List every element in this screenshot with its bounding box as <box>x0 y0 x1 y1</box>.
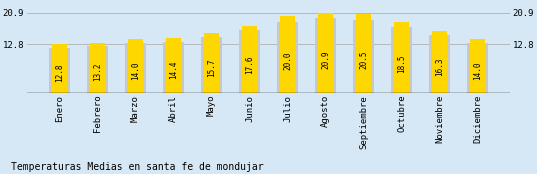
Bar <box>470 39 485 93</box>
Text: 20.0: 20.0 <box>283 52 292 70</box>
Bar <box>391 27 412 93</box>
Text: 14.0: 14.0 <box>131 62 140 80</box>
Bar <box>315 18 336 93</box>
Bar <box>432 31 447 93</box>
Text: 20.9: 20.9 <box>321 50 330 69</box>
Bar <box>128 39 143 93</box>
Text: 15.7: 15.7 <box>207 59 216 77</box>
Bar <box>204 33 219 93</box>
Bar <box>394 22 409 93</box>
Bar <box>467 43 488 93</box>
Text: 20.5: 20.5 <box>359 51 368 69</box>
Text: 13.2: 13.2 <box>93 63 102 81</box>
Bar <box>49 48 70 93</box>
Text: 14.4: 14.4 <box>169 61 178 79</box>
Bar <box>125 43 146 93</box>
Bar <box>87 46 108 93</box>
Text: 17.6: 17.6 <box>245 56 254 74</box>
Bar <box>163 42 184 93</box>
Text: 12.8: 12.8 <box>55 64 64 82</box>
Bar <box>166 38 181 93</box>
Text: 14.0: 14.0 <box>473 62 482 80</box>
Bar <box>356 14 371 93</box>
Bar <box>429 35 450 93</box>
Bar <box>353 20 374 93</box>
Bar <box>280 16 295 93</box>
Bar <box>239 30 260 93</box>
Bar <box>52 44 67 93</box>
Text: Temperaturas Medias en santa fe de mondujar: Temperaturas Medias en santa fe de mondu… <box>11 162 263 172</box>
Text: 18.5: 18.5 <box>397 54 406 73</box>
Bar <box>90 42 105 93</box>
Bar <box>318 13 333 93</box>
Bar <box>277 22 298 93</box>
Bar <box>201 37 222 93</box>
Bar <box>242 26 257 93</box>
Text: 16.3: 16.3 <box>435 58 444 76</box>
